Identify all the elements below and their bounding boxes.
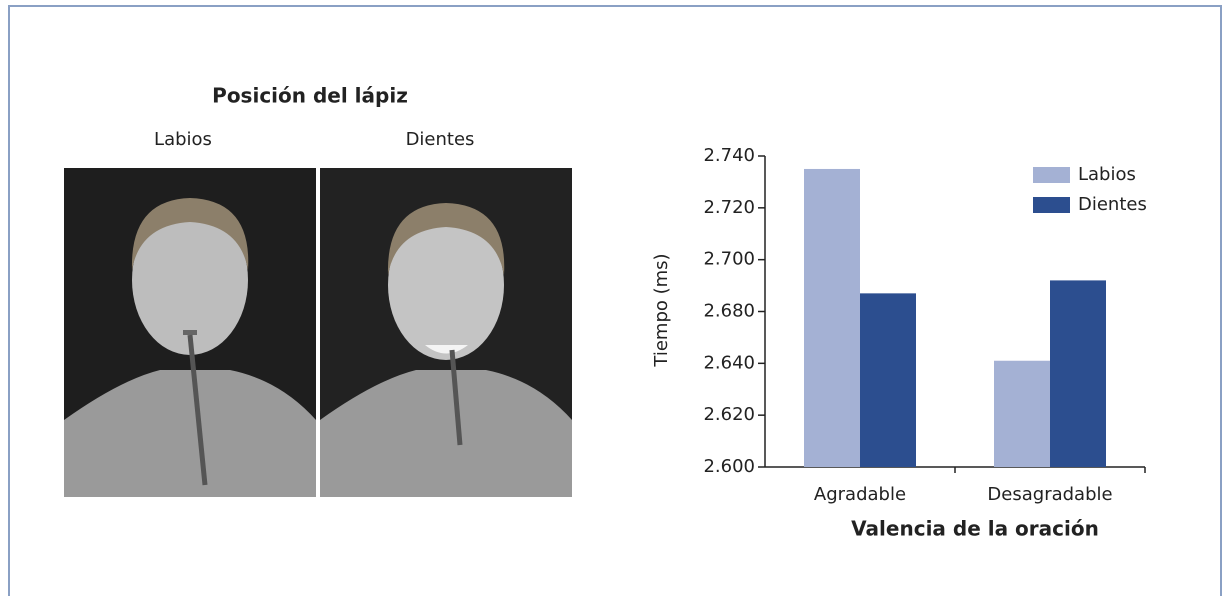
x-axis-title: Valencia de la oración: [851, 517, 1099, 541]
y-tick-label: 2.740: [703, 145, 755, 166]
y-axis-title: Tiempo (ms): [651, 253, 672, 367]
x-tick-label: Desagradable: [987, 484, 1112, 505]
y-tick-label: 2.700: [703, 249, 755, 270]
legend-label: Labios: [1078, 164, 1136, 185]
photo: [64, 168, 316, 497]
bar: [994, 361, 1050, 467]
y-tick-label: 2.640: [703, 352, 755, 373]
photo-label: Labios: [154, 129, 212, 150]
bar: [1050, 280, 1106, 467]
photo-label: Dientes: [406, 129, 475, 150]
bar: [804, 169, 860, 467]
legend-label: Dientes: [1078, 194, 1147, 215]
legend-swatch: [1033, 197, 1070, 213]
y-tick-label: 2.620: [703, 404, 755, 425]
photo: [320, 168, 572, 497]
y-tick-label: 2.720: [703, 197, 755, 218]
bar: [860, 293, 916, 467]
y-tick-label: 2.680: [703, 301, 755, 322]
figure: Posición del lápiz Labios Dientes Valenc…: [0, 0, 1228, 596]
y-tick-label: 2.600: [703, 456, 755, 477]
legend-swatch: [1033, 167, 1070, 183]
figure-title: Posición del lápiz: [212, 84, 408, 108]
x-tick-label: Agradable: [814, 484, 906, 505]
